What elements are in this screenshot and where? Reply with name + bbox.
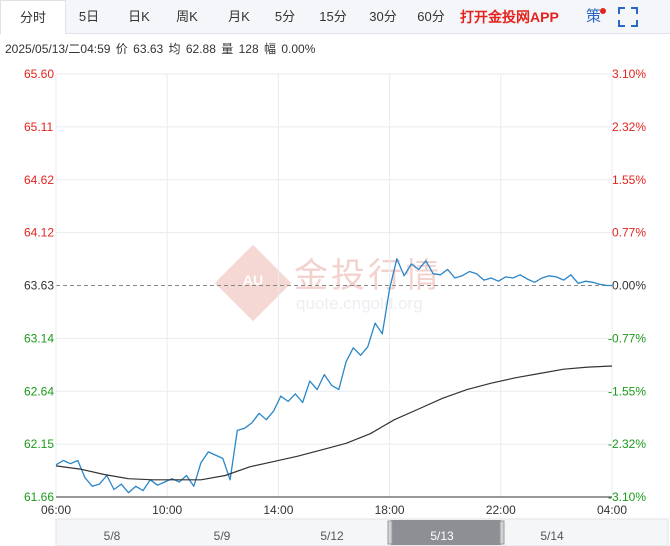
y-tick-label-right: 2.32% [612,120,646,134]
notification-dot [600,8,607,14]
tab-5-day[interactable]: 5日 [78,9,100,24]
y-tick-label-left: 62.64 [24,384,54,398]
quote-datetime: 2025/05/13/二04:59 [5,42,111,56]
tab-5-min[interactable]: 5分 [274,9,296,24]
price-series-line [55,258,612,494]
avg-label: 均 [168,42,181,56]
tab-30-min[interactable]: 30分 [369,9,397,24]
x-tick-label: 06:00 [41,503,71,517]
y-tick-label-left: 63.14 [24,331,54,345]
navigator-date-label: 5/8 [104,529,121,543]
change-value: 0.00% [281,42,316,56]
average-series-line [55,365,613,481]
open-app-link[interactable]: 打开金投网APP [460,9,559,25]
y-tick-label-right: 3.10% [612,67,646,81]
y-tick-label-right: 1.55% [612,173,646,187]
volume-label: 量 [221,42,234,56]
tab-60-min[interactable]: 60分 [417,9,445,24]
navigator-date-label: 5/14 [540,529,564,543]
y-tick-label-left: 65.60 [24,67,54,81]
quote-info-bar: 2025/05/13/二04:59 价 63.63 均 62.88 量 128 … [5,40,317,57]
strategy-button[interactable]: 策 [586,0,607,34]
tab-monthly-k[interactable]: 月K [228,9,250,24]
x-tick-label: 22:00 [486,503,516,517]
y-tick-label-left: 64.62 [24,173,54,187]
y-tick-label-right: -3.10% [608,490,646,504]
x-tick-label: 18:00 [375,503,405,517]
navigator-handle-right [499,520,505,545]
y-tick-label-right: -2.32% [608,437,646,451]
navigator-track [55,518,669,546]
navigator-date-label: 5/9 [214,529,231,543]
tab-15-min[interactable]: 15分 [319,9,347,24]
tab-daily-k[interactable]: 日K [128,9,150,24]
navigator-handle-left [387,520,393,545]
y-tick-label-right: -0.77% [608,331,646,345]
y-tick-label-left: 64.12 [24,226,54,240]
x-tick-label: 04:00 [597,503,627,517]
avg-value: 62.88 [185,42,216,56]
navigator-date-label: 5/12 [320,529,344,543]
tab-intraday[interactable]: 分时 [0,0,66,34]
y-tick-label-left: 65.11 [24,120,53,134]
x-tick-label: 14:00 [263,503,293,517]
y-tick-label-right: -1.55% [608,384,646,398]
fullscreen-icon[interactable] [618,7,638,27]
tab-weekly-k[interactable]: 周K [176,9,198,24]
period-tab-bar: 分时 5日 日K 周K 月K 5分 15分 30分 60分 打开金投网APP 策 [0,0,670,34]
y-tick-label-right: 0.00% [612,279,646,293]
y-tick-label-left: 62.15 [24,437,54,451]
price-value: 63.63 [133,42,164,56]
y-tick-label-left: 63.63 [24,279,54,293]
price-label: 价 [115,42,128,56]
strategy-label: 策 [586,8,602,25]
volume-value: 128 [238,42,259,56]
change-label: 幅 [263,42,276,56]
navigator-selection-window [391,520,501,545]
navigator-date-label: 5/13 [430,529,454,543]
y-tick-label-left: 61.66 [24,490,54,504]
x-tick-label: 10:00 [152,503,182,517]
y-tick-label-right: 0.77% [612,226,646,240]
